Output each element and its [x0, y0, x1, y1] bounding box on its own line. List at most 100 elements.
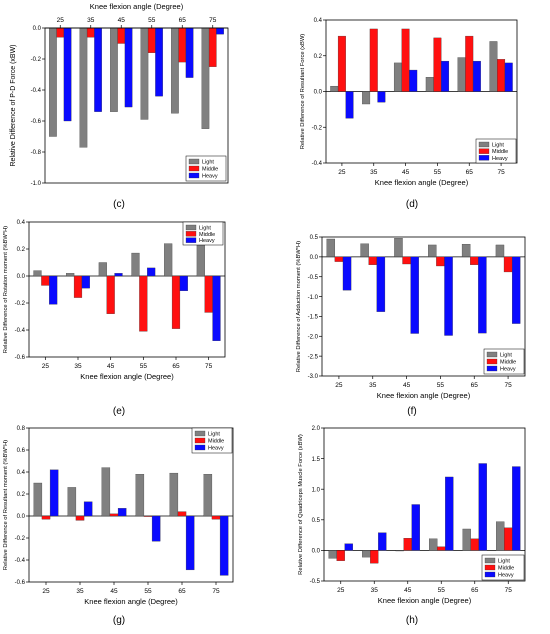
bar-light-45 — [110, 27, 118, 112]
x-axis-label: Knee flexion angle (Degree) — [375, 178, 469, 187]
bar-middle-55 — [139, 275, 148, 332]
bar-light-55 — [140, 27, 149, 120]
x-tick-label: 45 — [118, 17, 126, 24]
bar-light-55 — [135, 474, 145, 517]
bar-light-25 — [33, 482, 43, 517]
legend-label-heavy: Heavy — [498, 573, 514, 579]
x-tick-label: 25 — [57, 17, 65, 24]
x-tick-label: 35 — [370, 169, 378, 176]
chart-panel-4: -3.0 -2.5 -2.0 -1.5 -1.0 -0.5 0.0 0.5 25 35 45 55 65… — [296, 235, 526, 417]
panel-label: (h) — [406, 615, 418, 626]
chart-panel-5: -0.6 -0.4 -0.2 0.0 0.2 0.4 0.6 0.8 25 35 45 55 65 75 K… — [3, 426, 234, 626]
bar-middle-75 — [497, 59, 506, 92]
legend-label-light: Light — [208, 432, 220, 438]
bar-heavy-55 — [445, 476, 454, 551]
legend-swatch-middle — [188, 165, 200, 172]
bar-heavy-45 — [114, 273, 123, 277]
bar-light-35 — [362, 91, 371, 105]
x-tick-label: 45 — [107, 363, 115, 370]
x-tick-label: 35 — [371, 587, 379, 594]
bar-heavy-65 — [179, 275, 188, 292]
x-tick-label: 55 — [148, 17, 156, 24]
bar-heavy-25 — [49, 275, 58, 305]
x-tick-label: 45 — [402, 169, 410, 176]
x-tick-label: 45 — [403, 382, 411, 389]
bar-heavy-75 — [504, 62, 513, 92]
x-axis-label: Knee flexion angle (Degree) — [90, 2, 184, 11]
bar-light-65 — [461, 243, 471, 258]
x-tick-label: 75 — [505, 587, 513, 594]
plot-frame — [44, 27, 229, 184]
y-tick-label: -0.2 — [31, 57, 42, 63]
bar-heavy-65 — [185, 515, 195, 571]
panel-label: (g) — [113, 615, 125, 626]
legend-label-middle: Middle — [202, 167, 218, 173]
y-tick-label: -1.0 — [31, 181, 42, 187]
bar-light-35 — [66, 273, 75, 277]
x-tick-label: 75 — [504, 382, 512, 389]
legend-label-middle: Middle — [500, 360, 516, 366]
bar-middle-65 — [470, 256, 479, 265]
bar-light-25 — [326, 238, 336, 258]
y-tick-label: -0.2 — [312, 125, 323, 131]
bar-light-45 — [101, 467, 111, 517]
legend-label-heavy: Heavy — [202, 174, 218, 180]
bar-heavy-65 — [185, 27, 194, 78]
bar-middle-65 — [177, 511, 187, 517]
bar-middle-55 — [143, 515, 153, 517]
bar-middle-35 — [370, 550, 379, 564]
legend-swatch-middle — [478, 148, 490, 154]
bar-middle-75 — [503, 256, 513, 273]
bar-middle-25 — [41, 275, 50, 286]
bar-middle-45 — [106, 275, 115, 314]
bar-light-25 — [330, 85, 339, 92]
bar-heavy-35 — [83, 501, 93, 517]
x-tick-label: 35 — [74, 363, 82, 370]
y-tick-label: -0.6 — [15, 355, 26, 361]
plot-frame — [28, 221, 226, 358]
panel-label: (e) — [113, 406, 125, 417]
bar-heavy-35 — [81, 275, 90, 289]
bar-middle-35 — [75, 515, 85, 521]
bar-heavy-75 — [511, 256, 521, 324]
x-tick-label: 25 — [335, 382, 343, 389]
x-axis-label: Knee flexion angle (Degree) — [84, 597, 178, 606]
legend-swatch-middle — [185, 231, 197, 237]
y-axis-label: Relative Difference of Rotation moment (… — [3, 226, 9, 354]
bar-heavy-55 — [147, 267, 156, 277]
bar-light-65 — [169, 472, 179, 517]
bar-light-45 — [393, 62, 402, 92]
y-tick-label: 2.0 — [312, 426, 321, 432]
bar-heavy-65 — [472, 60, 481, 92]
y-tick-label: -0.4 — [15, 558, 26, 564]
plot-frame — [323, 427, 526, 582]
bar-middle-25 — [337, 35, 346, 92]
x-axis-label: Knee flexion angle (Degree) — [377, 391, 471, 400]
y-tick-label: -0.4 — [31, 88, 42, 94]
legend-swatch-light — [185, 224, 197, 231]
legend-label-light: Light — [492, 143, 504, 149]
y-tick-label: -1.0 — [308, 295, 319, 301]
chart-panel-3: -0.6 -0.4 -0.2 0.0 0.2 0.4 25 35 45 55 65 75 Knee fl… — [3, 220, 226, 417]
bar-heavy-55 — [155, 27, 163, 97]
bar-middle-65 — [465, 35, 474, 92]
legend-label-middle: Middle — [492, 149, 508, 155]
y-tick-label: 0.5 — [310, 235, 319, 241]
bar-heavy-65 — [478, 463, 487, 551]
y-tick-label: 1.5 — [312, 457, 321, 463]
bar-heavy-75 — [512, 466, 521, 551]
legend-swatch-light — [484, 557, 496, 564]
x-tick-label: 65 — [471, 382, 479, 389]
legend-label-middle: Middle — [498, 566, 514, 572]
panel-label: (d) — [406, 199, 418, 210]
legend-swatch-middle — [486, 358, 498, 365]
bar-heavy-45 — [411, 504, 420, 551]
legend-swatch-heavy — [188, 172, 200, 179]
legend-swatch-light — [478, 141, 490, 148]
legend-swatch-middle — [484, 564, 496, 571]
bar-middle-45 — [402, 256, 411, 265]
y-tick-label: -0.6 — [31, 119, 42, 125]
y-tick-label: -1.5 — [308, 315, 319, 321]
x-tick-label: 65 — [172, 363, 180, 370]
